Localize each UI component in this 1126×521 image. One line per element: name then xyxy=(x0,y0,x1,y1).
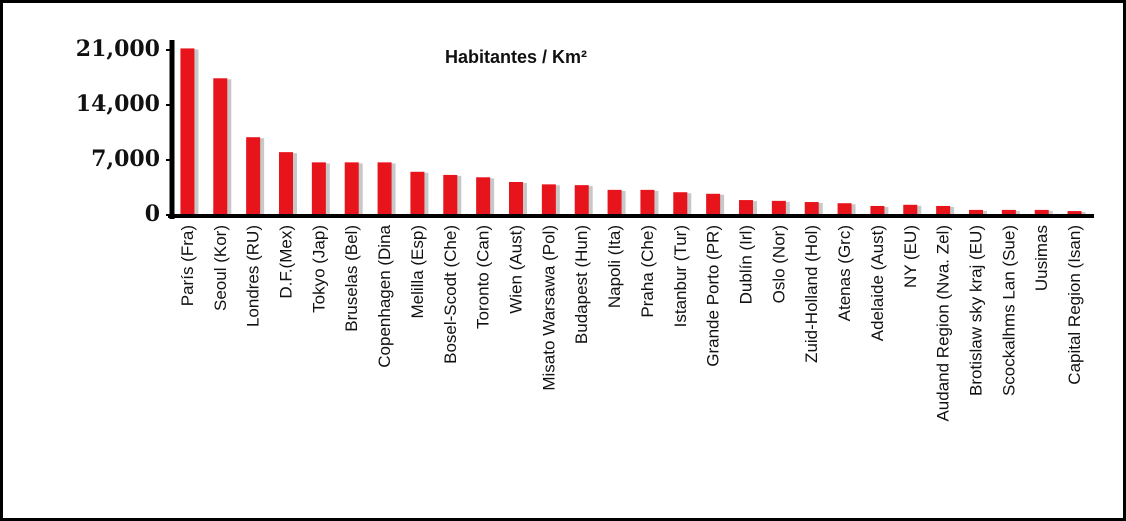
bar xyxy=(279,152,293,215)
x-tick-label: Dublín (Irl) xyxy=(736,225,755,304)
x-tick-label: Uusimas xyxy=(1032,225,1051,291)
x-tick-label: Grande Porto (PR) xyxy=(704,225,723,367)
bar xyxy=(771,200,786,215)
x-tick-label: Misato Warsawa (Pol) xyxy=(539,225,558,391)
x-tick-label: Praha (Che) xyxy=(638,225,657,318)
x-tick-label: NY (EU) xyxy=(901,225,920,288)
x-tick-label: Oslo (Nor) xyxy=(769,225,788,303)
bar xyxy=(804,202,819,215)
x-tick-label: Tokyo (Jap) xyxy=(309,225,328,313)
y-tick-label: 0 xyxy=(145,201,160,227)
y-tick-label: 21,000 xyxy=(76,36,160,62)
bar xyxy=(213,78,228,216)
chart-title: Habitantes / Km² xyxy=(445,47,587,67)
bar xyxy=(903,204,918,215)
x-tick-label: Londres (RU) xyxy=(244,225,263,327)
x-tick-label: Audand Region (Nva. Zel) xyxy=(934,225,953,422)
x-tick-label: Melilla (Esp) xyxy=(408,225,427,319)
bar xyxy=(574,185,589,215)
x-tick-label: Istanbur (Tur) xyxy=(671,225,690,327)
bar xyxy=(476,177,491,215)
x-tick-label: Brotislaw sky kraj (EU) xyxy=(966,225,985,396)
y-tick-label: 7,000 xyxy=(91,146,160,172)
x-tick-label: Napoli (Ita) xyxy=(605,225,624,308)
bar xyxy=(739,200,753,215)
bar xyxy=(509,182,523,215)
x-tick-label: París (Fra) xyxy=(178,225,197,306)
bar xyxy=(246,137,261,215)
bar xyxy=(837,203,852,215)
bar xyxy=(377,162,392,215)
bar xyxy=(541,184,556,215)
bar xyxy=(870,205,885,215)
x-tick-label: Zuid-Holland (Hol) xyxy=(802,225,821,363)
x-tick-label: Seoul (Kor) xyxy=(211,225,230,311)
x-tick-label: Bruselas (Bel) xyxy=(342,225,361,332)
bar xyxy=(1067,211,1082,215)
x-tick-label: Bosel-Scodt (Che) xyxy=(441,225,460,364)
bar xyxy=(640,189,655,215)
y-tick-label: 14,000 xyxy=(76,91,160,117)
x-tick-label: Capital Region (Isan) xyxy=(1065,225,1084,385)
x-tick-label: Toronto (Can) xyxy=(474,225,493,329)
bar xyxy=(410,171,425,215)
x-tick-label: Adelaide (Aust) xyxy=(868,225,887,341)
bar xyxy=(1034,209,1049,215)
bar xyxy=(311,162,326,215)
bar xyxy=(443,174,458,215)
bar xyxy=(936,205,951,215)
x-tick-label: Wien (Aust) xyxy=(506,225,525,314)
bar xyxy=(673,192,688,215)
bar xyxy=(706,193,721,215)
bar xyxy=(607,189,622,215)
x-tick-label: Scockalhms Lan (Sue) xyxy=(999,225,1018,396)
x-tick-label: Copenhagen (Dina xyxy=(375,224,394,367)
x-tick-label: D.F.(Mex) xyxy=(276,225,295,299)
x-tick-label: Budapest (Hun) xyxy=(572,225,591,344)
bar xyxy=(969,209,983,215)
bar xyxy=(180,48,195,215)
bar xyxy=(1001,209,1016,215)
x-tick-label: Atenas (Grc) xyxy=(835,225,854,321)
bar xyxy=(344,162,359,215)
